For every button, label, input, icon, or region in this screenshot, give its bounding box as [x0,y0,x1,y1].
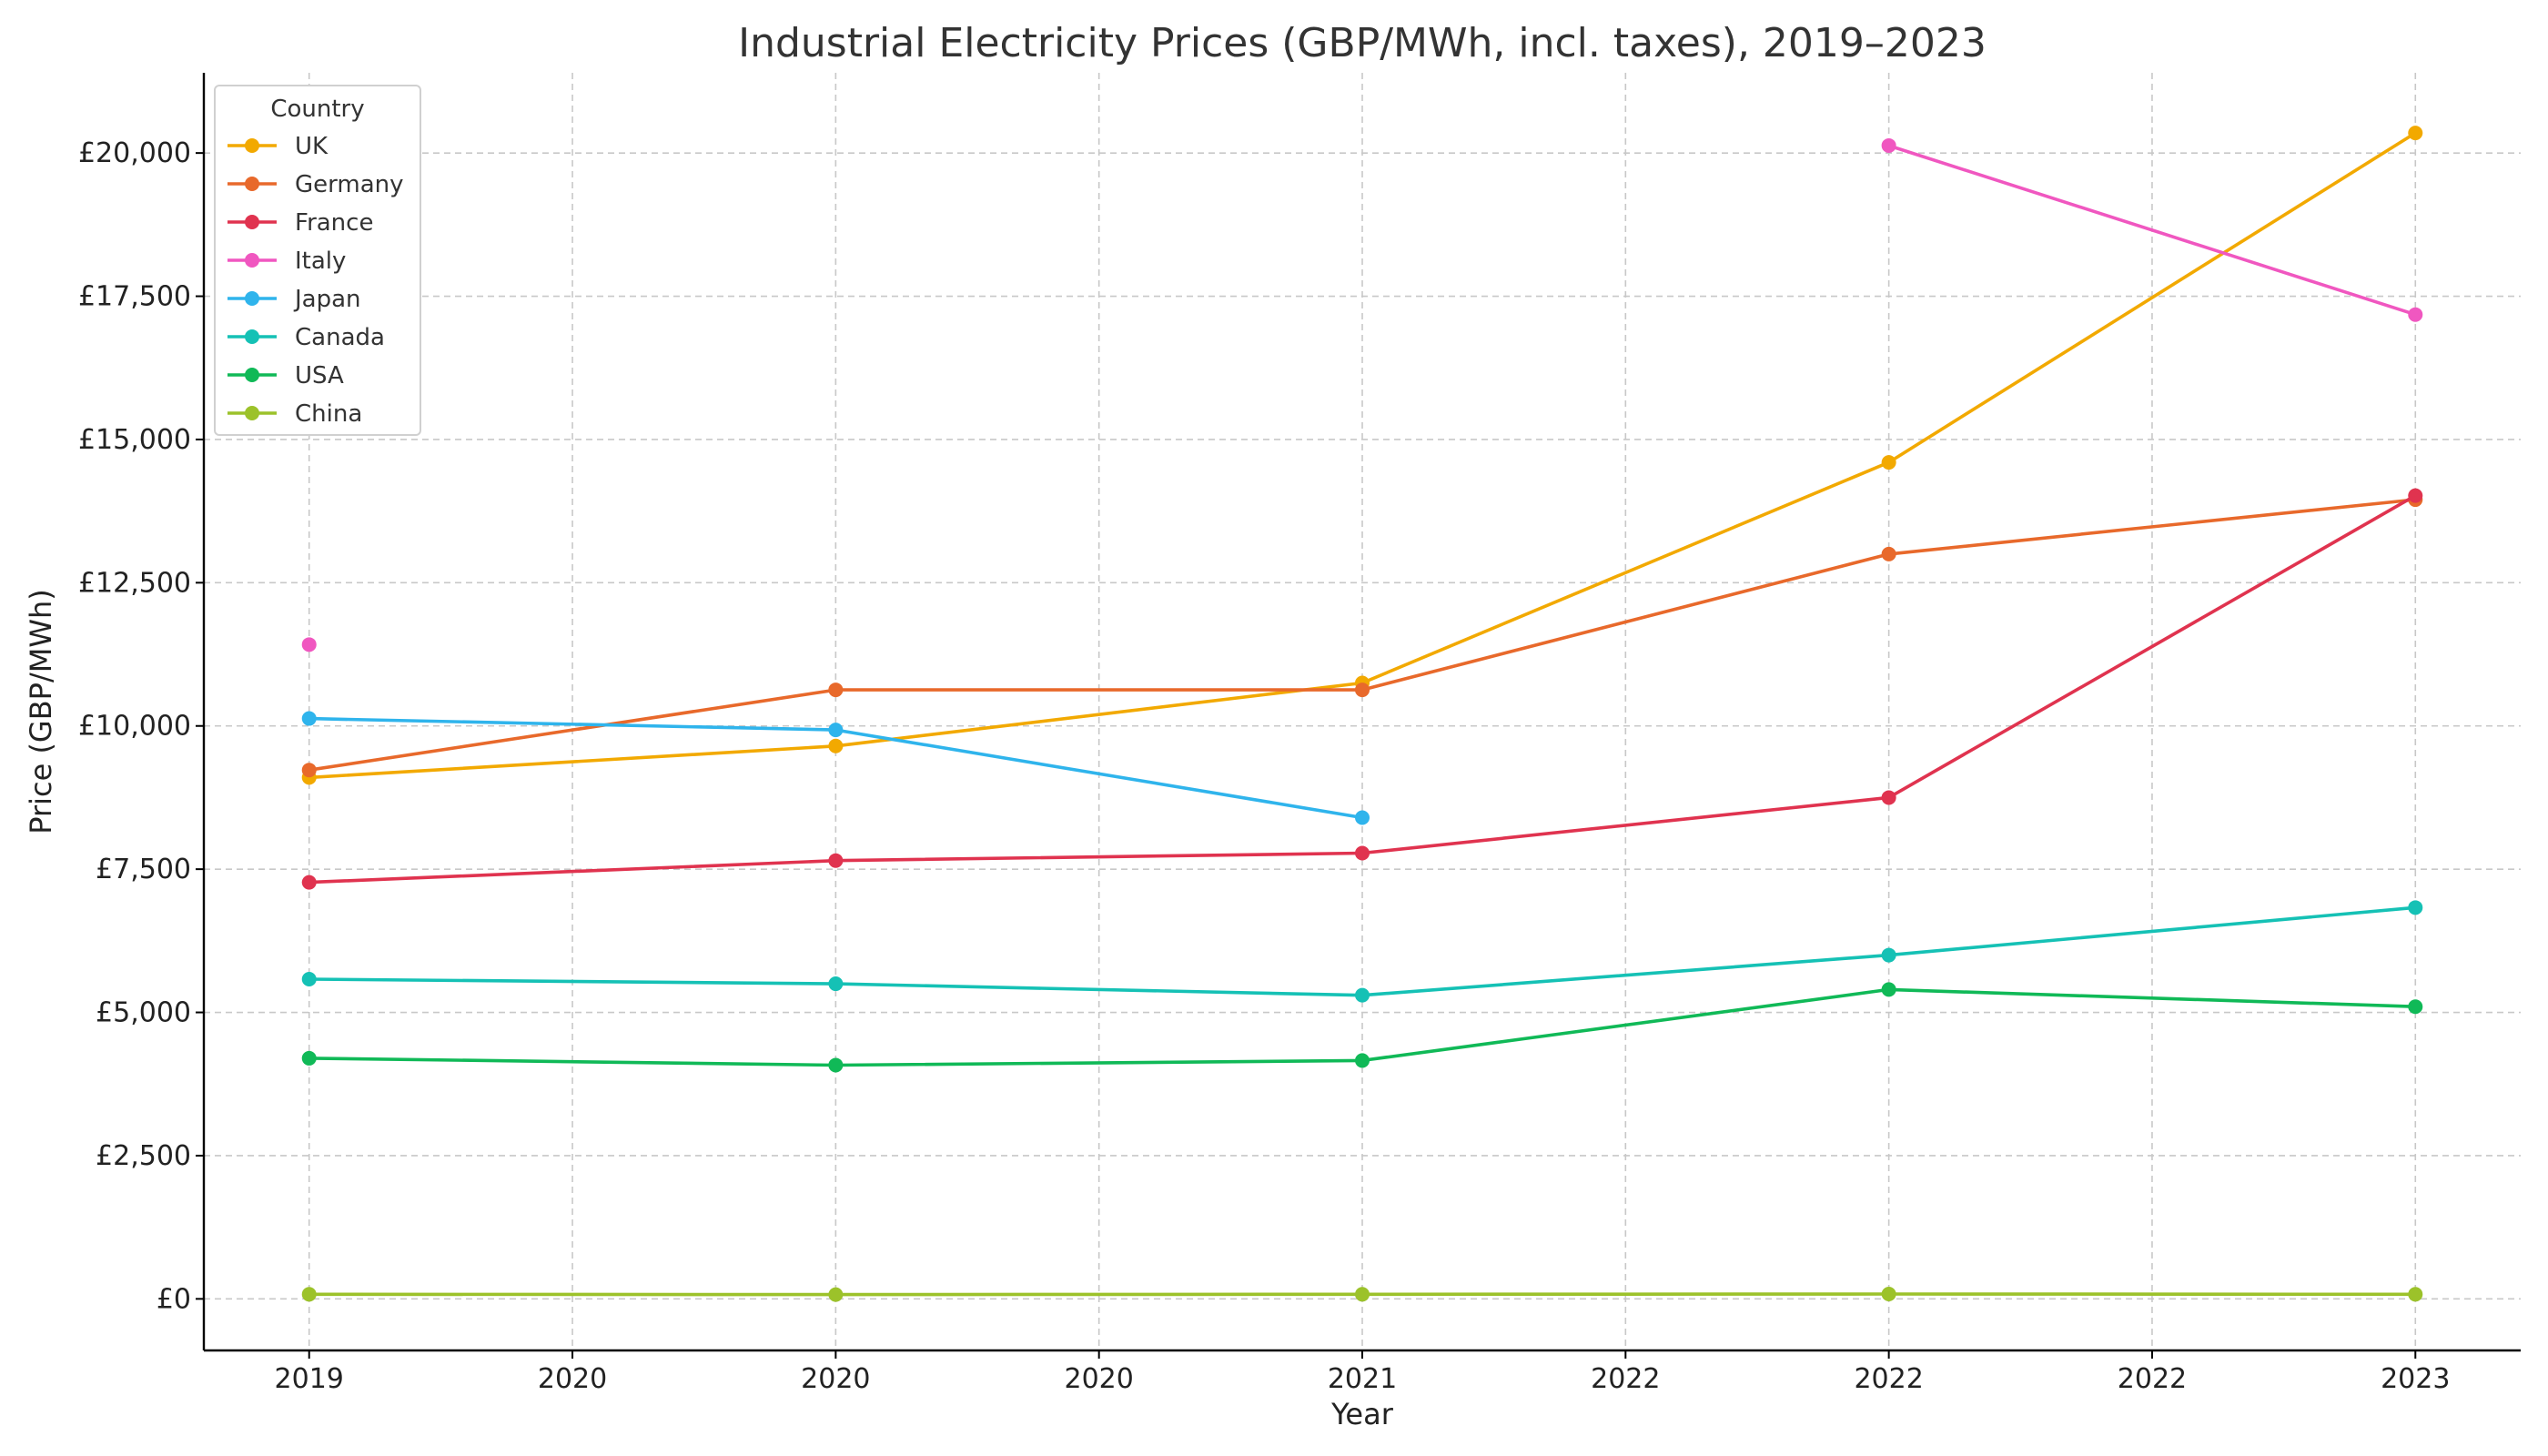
data-point-france [2408,488,2423,503]
legend-label-canada: Canada [295,324,385,351]
data-point-germany [301,763,317,778]
y-axis-label: Price (GBP/MWh) [24,589,58,834]
legend-swatch-marker [245,138,259,153]
data-point-usa [301,1050,317,1066]
data-point-japan [301,711,317,726]
legend-label-japan: Japan [293,286,361,313]
data-point-usa [1881,982,1896,997]
legend-box [214,85,421,436]
data-point-canada [1881,947,1896,963]
data-point-france [828,853,844,868]
x-tick-label: 2022 [1591,1363,1660,1395]
y-tick-label: £10,000 [78,711,191,743]
x-tick-label: 2019 [275,1363,344,1395]
x-tick-label: 2021 [1328,1363,1397,1395]
data-point-germany [1355,682,1370,698]
chart-title: Industrial Electricity Prices (GBP/MWh, … [738,20,1987,66]
legend-swatch-marker [245,253,259,268]
data-point-china [1355,1287,1370,1302]
data-point-uk [1881,455,1896,470]
y-tick-label: £7,500 [96,854,191,885]
legend-label-germany: Germany [295,171,404,198]
legend-swatch-marker [245,215,259,229]
data-point-japan [828,723,844,738]
legend-label-france: France [295,209,373,237]
data-point-usa [2408,999,2423,1015]
y-tick-label: £2,500 [96,1140,191,1172]
y-tick-label: £15,000 [78,424,191,456]
legend-swatch-marker [245,329,259,344]
data-point-italy [301,637,317,652]
legend-label-uk: UK [295,133,329,160]
data-point-canada [301,972,317,987]
data-point-canada [1355,987,1370,1003]
x-tick-label: 2020 [538,1363,607,1395]
legend-swatch-marker [245,291,259,306]
series-canada [301,900,2423,1003]
data-point-germany [828,682,844,698]
grid [204,73,2521,1350]
data-point-france [301,875,317,890]
data-point-uk [828,738,844,753]
data-point-italy [2408,307,2423,322]
data-point-canada [828,976,844,992]
data-point-china [2408,1287,2423,1302]
series-china [301,1286,2423,1302]
legend-swatch-marker [245,368,259,382]
data-point-china [301,1287,317,1302]
y-tick-label: £17,500 [78,281,191,313]
legend-label-italy: Italy [295,248,346,275]
x-tick-label: 2022 [2118,1363,2187,1395]
data-point-germany [1881,546,1896,561]
y-tick-label: £5,000 [96,997,191,1029]
legend-swatch-marker [245,406,259,420]
legend-label-usa: USA [295,362,344,389]
data-point-france [1881,790,1896,805]
data-point-japan [1355,810,1370,825]
x-tick-label: 2020 [801,1363,870,1395]
x-tick-label: 2023 [2381,1363,2450,1395]
x-tick-label: 2020 [1065,1363,1134,1395]
legend-title: Country [270,96,364,123]
series-italy [301,137,2423,652]
x-tick-label: 2022 [1854,1363,1923,1395]
data-point-france [1355,845,1370,861]
series-line-italy [1886,144,2418,317]
ticks: 2019 2020 2020 2020 2021 2022 2022 2022 2023 £0 £2… [78,137,2451,1395]
legend-swatch-marker [245,177,259,191]
data-point-china [1881,1286,1896,1301]
series-france [301,488,2423,890]
data-point-usa [828,1057,844,1073]
data-point-italy [1881,137,1896,153]
data-point-usa [1355,1053,1370,1068]
y-tick-label: £0 [157,1283,191,1315]
series-usa [301,982,2423,1073]
series-group [301,126,2423,1302]
y-tick-label: £20,000 [78,137,191,169]
legend: Country UK Germany France Italy Japan Canada U… [214,85,421,436]
data-point-canada [2408,900,2423,915]
y-tick-label: £12,500 [78,567,191,599]
series-japan [301,711,1370,825]
x-axis-label: Year [1330,1397,1394,1431]
legend-label-china: China [295,400,362,428]
data-point-china [828,1287,844,1302]
data-point-uk [2408,126,2423,141]
